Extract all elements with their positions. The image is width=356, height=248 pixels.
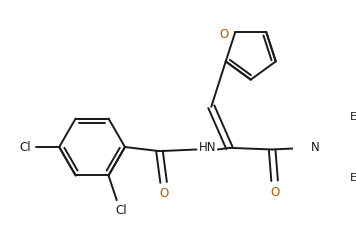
Text: Cl: Cl	[115, 204, 127, 217]
Text: N: N	[310, 141, 319, 154]
Text: Et: Et	[350, 112, 356, 123]
Text: HN: HN	[198, 141, 216, 154]
Text: Et: Et	[350, 173, 356, 183]
Text: Cl: Cl	[20, 141, 31, 154]
Text: O: O	[219, 28, 229, 41]
Text: O: O	[270, 186, 279, 199]
Text: O: O	[159, 187, 168, 200]
